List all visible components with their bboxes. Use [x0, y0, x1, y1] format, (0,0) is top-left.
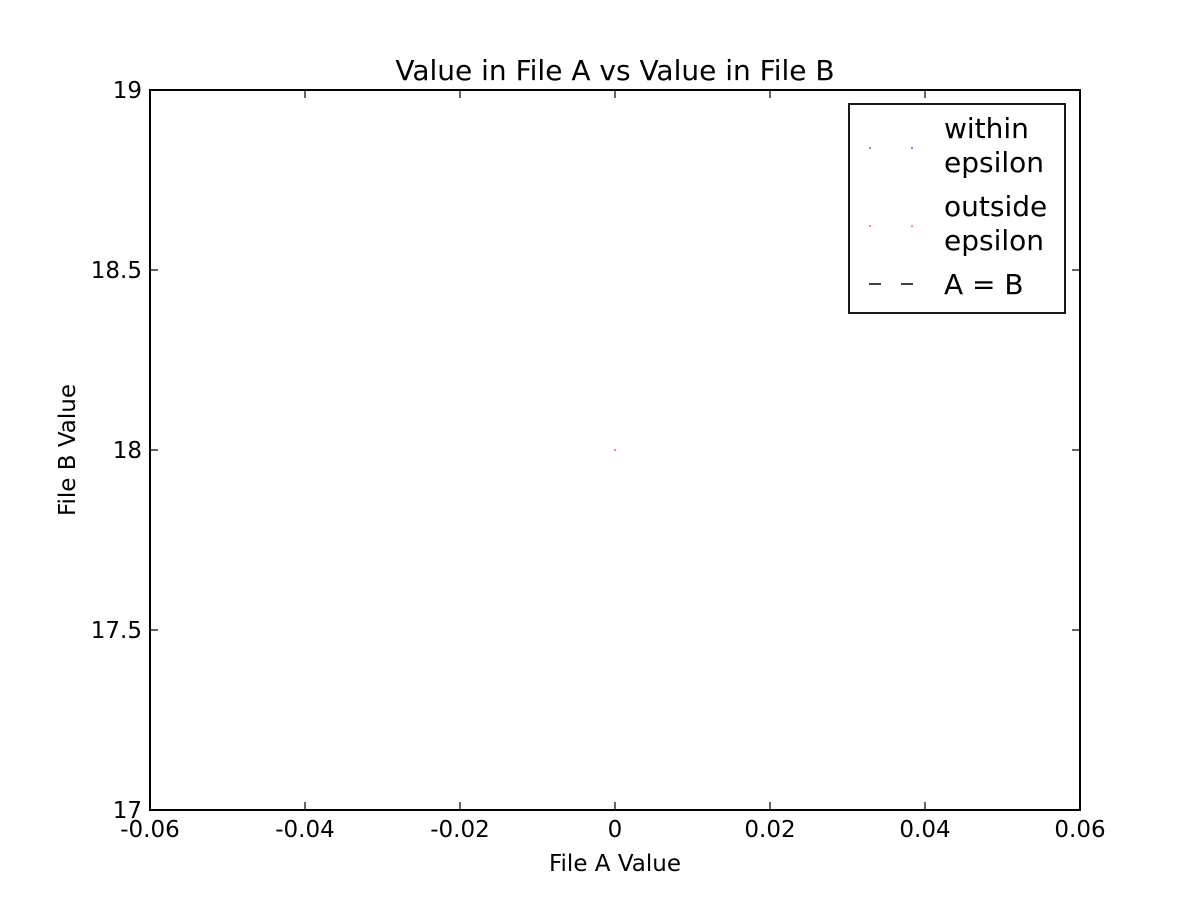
legend-marker [869, 147, 871, 149]
x-tick-label: 0.04 [899, 817, 950, 843]
legend-label: within epsilon [944, 112, 1044, 179]
legend-marker [911, 225, 913, 227]
y-tick-label: 18.5 [91, 258, 142, 284]
legend-label-line: outside [944, 190, 1047, 223]
legend-label-line: epsilon [944, 224, 1044, 257]
y-tick-label: 17.5 [91, 618, 142, 644]
y-tick-label: 17 [113, 798, 142, 824]
chart-title: Value in File A vs Value in File B [395, 54, 834, 87]
x-tick-label: 0.06 [1054, 817, 1105, 843]
legend-label: A = B [944, 268, 1024, 301]
legend-box [848, 103, 1066, 314]
legend-label-line: epsilon [944, 146, 1044, 179]
x-axis: -0.06 -0.04 -0.02 0 0.02 0.04 0.06 [120, 90, 1106, 843]
x-tick-label: -0.04 [275, 817, 335, 843]
y-tick-label: 19 [113, 78, 142, 104]
legend-label: outside epsilon [944, 190, 1047, 257]
x-tick-label: 0.02 [744, 817, 795, 843]
legend-marker [869, 225, 871, 227]
plot-layer [614, 449, 616, 451]
legend-marker [911, 147, 913, 149]
legend-label-line: within [944, 112, 1029, 145]
y-axis: 17 17.5 18 18.5 19 [91, 78, 1080, 824]
x-tick-label: 0 [608, 817, 623, 843]
y-axis-label: File B Value [55, 384, 81, 516]
legend-label-line: A = B [944, 268, 1024, 301]
x-tick-label: -0.02 [430, 817, 490, 843]
x-tick-label: -0.06 [120, 817, 180, 843]
x-axis-label: File A Value [549, 851, 681, 877]
y-tick-label: 18 [113, 438, 142, 464]
data-point [614, 449, 616, 451]
